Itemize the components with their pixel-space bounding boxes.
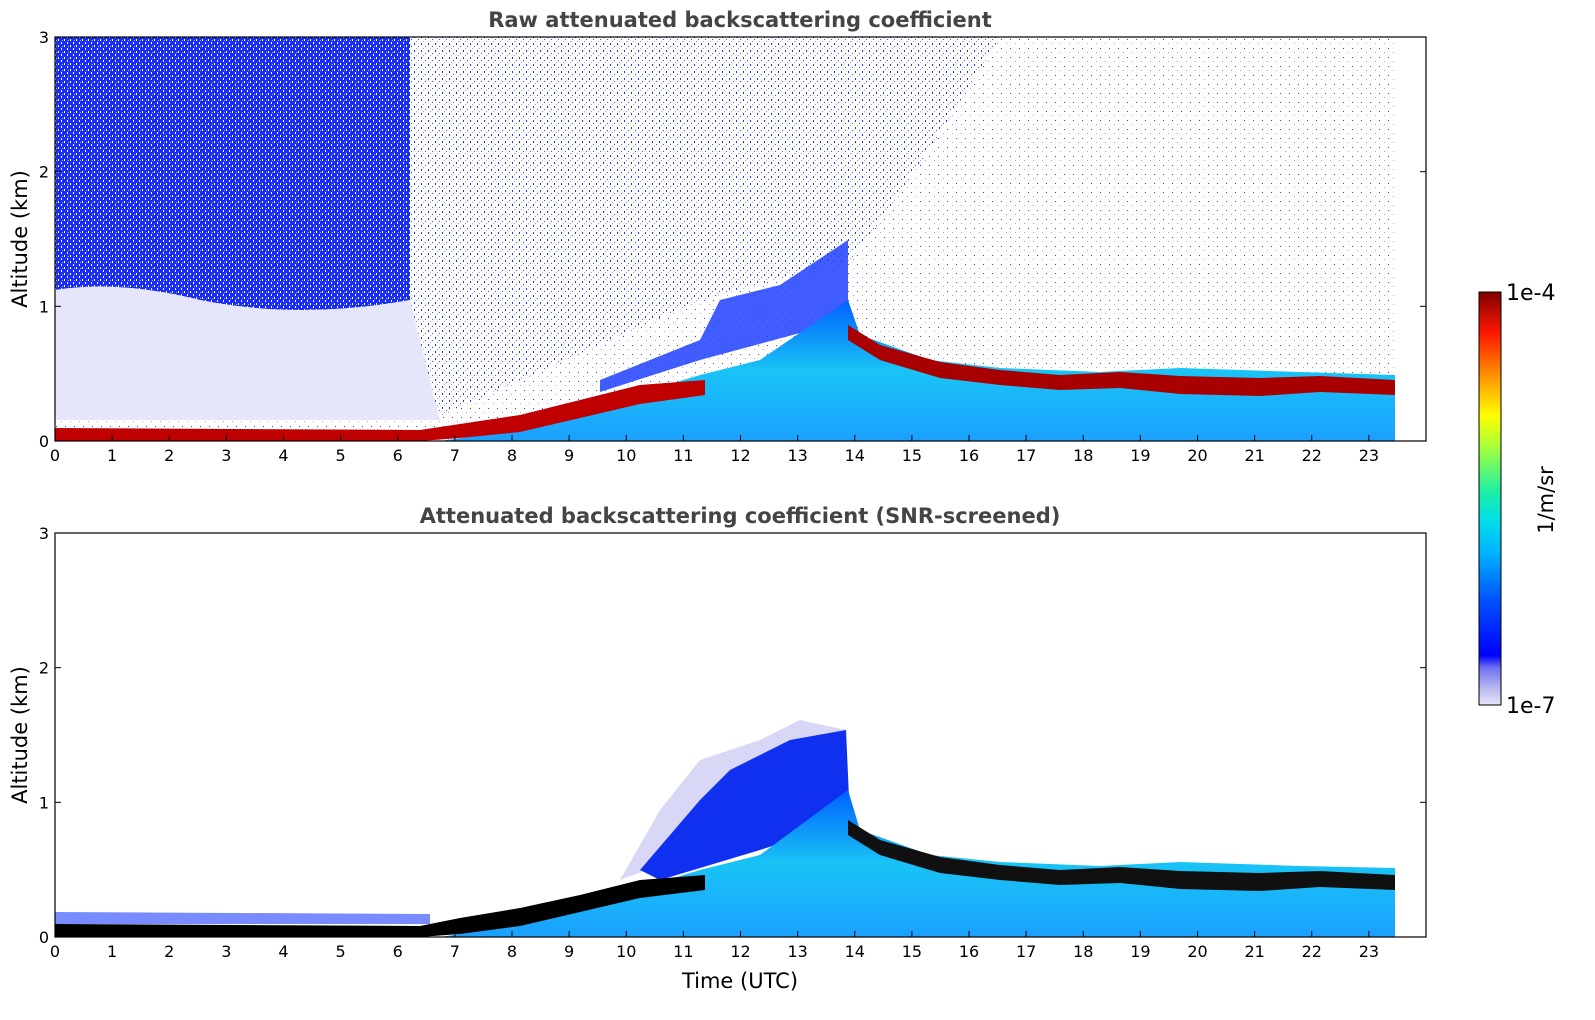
- y-tick-label-screened-3: 3: [39, 524, 49, 543]
- y-tick-label-screened-0: 0: [39, 928, 49, 947]
- colorbar-max-label: 1e-4: [1506, 281, 1555, 306]
- x-tick-label-raw-13: 13: [787, 446, 807, 465]
- x-tick-label-screened-11: 11: [673, 942, 693, 961]
- x-tick-label-raw-6: 6: [393, 446, 403, 465]
- title-raw: Raw attenuated backscattering coefficien…: [488, 8, 992, 32]
- x-tick-label-screened-2: 2: [164, 942, 174, 961]
- raw-lavender-region: [55, 286, 440, 420]
- title-screened: Attenuated backscattering coefficient (S…: [420, 504, 1061, 528]
- x-tick-label-screened-3: 3: [221, 942, 231, 961]
- x-ticks-raw: 0 1 2 3 4 5 6 7 8 9 10 11 12 13 14 15 16 17 18 19 20 21 22 23: [50, 435, 1379, 465]
- y-tick-label-raw-2: 2: [39, 163, 49, 182]
- x-tick-label-screened-12: 12: [730, 942, 750, 961]
- x-tick-label-raw-17: 17: [1016, 446, 1036, 465]
- x-tick-label-raw-15: 15: [902, 446, 922, 465]
- raw-mid-noise: [398, 37, 1000, 420]
- x-tick-label-raw-2: 2: [164, 446, 174, 465]
- raw-blue-rise: [600, 240, 848, 392]
- x-tick-label-screened-15: 15: [902, 942, 922, 961]
- x-tick-label-raw-0: 0: [50, 446, 60, 465]
- raw-aerosol-layer-top: [55, 380, 705, 441]
- colorbar-gradient: [1478, 291, 1502, 706]
- y-ticks-screened: 0 1 2 3: [39, 524, 1426, 947]
- x-tick-label-raw-7: 7: [450, 446, 460, 465]
- x-tick-label-screened-9: 9: [564, 942, 574, 961]
- x-tick-label-raw-23: 23: [1359, 446, 1379, 465]
- x-tick-label-raw-8: 8: [507, 446, 517, 465]
- x-tick-label-screened-8: 8: [507, 942, 517, 961]
- x-tick-label-screened-19: 19: [1130, 942, 1150, 961]
- x-tick-label-screened-22: 22: [1302, 942, 1322, 961]
- x-tick-label-raw-21: 21: [1244, 446, 1264, 465]
- colorbar: 1e-4 1e-7 1/m/sr: [1478, 281, 1558, 719]
- colorbar-label: 1/m/sr: [1534, 466, 1558, 534]
- x-tick-label-screened-21: 21: [1244, 942, 1264, 961]
- screened-aerosol-layer-top: [55, 875, 705, 937]
- heatmap-raw: [55, 37, 1395, 441]
- x-tick-label-raw-14: 14: [845, 446, 865, 465]
- x-tick-label-screened-13: 13: [787, 942, 807, 961]
- y-tick-label-raw-0: 0: [39, 432, 49, 451]
- y-tick-label-screened-2: 2: [39, 659, 49, 678]
- x-tick-label-raw-3: 3: [221, 446, 231, 465]
- y-tick-label-raw-1: 1: [39, 297, 49, 316]
- colorbar-min-label: 1e-7: [1506, 694, 1555, 719]
- x-tick-label-raw-4: 4: [278, 446, 288, 465]
- x-tick-label-screened-20: 20: [1187, 942, 1207, 961]
- x-tick-label-raw-11: 11: [673, 446, 693, 465]
- y-tick-label-screened-1: 1: [39, 793, 49, 812]
- panel-raw: Raw attenuated backscattering coefficien…: [8, 8, 1427, 465]
- x-tick-label-screened-17: 17: [1016, 942, 1036, 961]
- x-tick-label-raw-16: 16: [959, 446, 979, 465]
- screened-surface-band: [55, 912, 430, 924]
- x-tick-label-screened-14: 14: [845, 942, 865, 961]
- x-tick-label-raw-20: 20: [1187, 446, 1207, 465]
- y-ticks-raw: 0 1 2 3: [39, 28, 1426, 451]
- xlabel-screened: Time (UTC): [681, 969, 798, 993]
- screened-blue-cloud: [640, 730, 850, 880]
- x-tick-label-raw-12: 12: [730, 446, 750, 465]
- x-tick-label-screened-23: 23: [1359, 942, 1379, 961]
- x-ticks-screened: 0 1 2 3 4 5 6 7 8 9 10 11 12 13 14 15 16 17 18 19 20 21 22 23: [50, 931, 1379, 961]
- x-tick-label-raw-5: 5: [336, 446, 346, 465]
- panel-screened: Attenuated backscattering coefficient (S…: [8, 504, 1427, 993]
- raw-strong-noise: [55, 37, 410, 310]
- raw-aerosol-layer-elevated: [848, 325, 1395, 396]
- heatmap-screened: [55, 720, 1395, 937]
- x-tick-label-screened-5: 5: [336, 942, 346, 961]
- x-tick-label-raw-9: 9: [564, 446, 574, 465]
- x-tick-label-screened-6: 6: [393, 942, 403, 961]
- x-tick-label-raw-18: 18: [1073, 446, 1093, 465]
- x-tick-label-raw-22: 22: [1302, 446, 1322, 465]
- x-tick-label-raw-10: 10: [616, 446, 636, 465]
- y-tick-label-raw-3: 3: [39, 28, 49, 47]
- screened-aerosol-layer-elevated: [848, 820, 1395, 891]
- x-tick-label-raw-19: 19: [1130, 446, 1150, 465]
- x-tick-label-screened-18: 18: [1073, 942, 1093, 961]
- x-tick-label-screened-10: 10: [616, 942, 636, 961]
- x-tick-label-screened-1: 1: [107, 942, 117, 961]
- x-tick-label-screened-7: 7: [450, 942, 460, 961]
- ylabel-raw: Altitude (km): [8, 170, 32, 308]
- ylabel-screened: Altitude (km): [8, 666, 32, 804]
- x-tick-label-screened-4: 4: [278, 942, 288, 961]
- x-tick-label-screened-16: 16: [959, 942, 979, 961]
- x-tick-label-raw-1: 1: [107, 446, 117, 465]
- x-tick-label-screened-0: 0: [50, 942, 60, 961]
